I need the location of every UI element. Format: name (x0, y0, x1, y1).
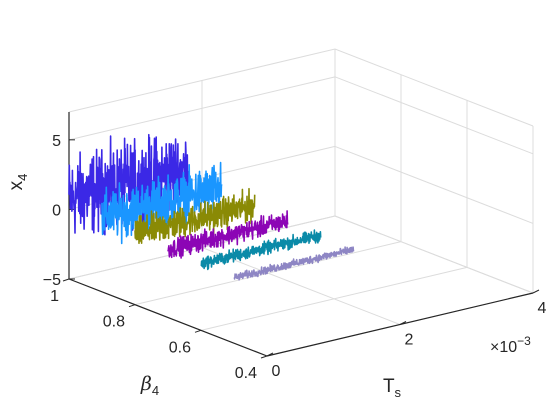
y-tick-label: 0.8 (103, 314, 125, 331)
series-line-6 (233, 246, 355, 281)
x-axis-exponent-base: ×10 (490, 339, 517, 356)
x-axis-exponent-power: −3 (517, 334, 531, 348)
axis-layer: 0 2 4 0.4 0.6 0.8 1−5 0 5 (43, 112, 547, 382)
grid-line-back-z (68, 76, 336, 141)
y-axis-label-main: β (140, 373, 152, 395)
grid-line-floor-y (200, 266, 468, 331)
y-tick-label: 1 (50, 288, 59, 305)
z-axis-label-sub: 4 (15, 174, 30, 181)
y-tick-mark (128, 304, 136, 308)
grid-line-side-z (334, 76, 534, 155)
y-axis-label-sub: 4 (152, 383, 159, 398)
label-layer: Ts β4 x4 ×10−3 (6, 174, 531, 400)
x-axis-exponent: ×10−3 (490, 334, 531, 356)
y-tick-mark (260, 355, 268, 359)
x-axis-label: Ts (383, 376, 402, 400)
series-layer (68, 133, 355, 281)
x-tick-label: 2 (405, 332, 414, 349)
x-tick-label: 4 (538, 300, 547, 317)
y-tick-mark (62, 278, 70, 282)
y-axis-label: β4 (140, 373, 159, 398)
z-axis-label: x4 (6, 174, 30, 191)
series-line-2 (101, 161, 223, 245)
grid-line-floor-x (201, 247, 401, 325)
series-line-5 (200, 229, 322, 271)
series-line-4 (167, 210, 289, 259)
x-tick-label: 0 (272, 363, 281, 380)
grid-line-side-z (334, 215, 534, 294)
grid-line-side-z (334, 145, 534, 224)
y-tick-mark (194, 329, 202, 333)
x-tick-mark (399, 321, 407, 325)
x-tick-mark (266, 352, 274, 357)
grid-line-floor-y (134, 241, 402, 306)
x-axis-label-main: T (383, 376, 395, 397)
z-axis-label-main: x (6, 180, 27, 190)
z-tick-label: 5 (52, 133, 61, 150)
z-tick-label: −5 (43, 272, 61, 289)
y-tick-label: 0.6 (169, 339, 191, 356)
x-axis-label-sub: s (395, 385, 402, 400)
y-axis-line (68, 278, 268, 357)
box-top-edge (68, 48, 534, 127)
series-line-3 (134, 187, 256, 244)
z-tick-label: 0 (52, 202, 61, 219)
y-tick-label: 0.4 (235, 365, 257, 382)
x-tick-mark (532, 289, 540, 294)
